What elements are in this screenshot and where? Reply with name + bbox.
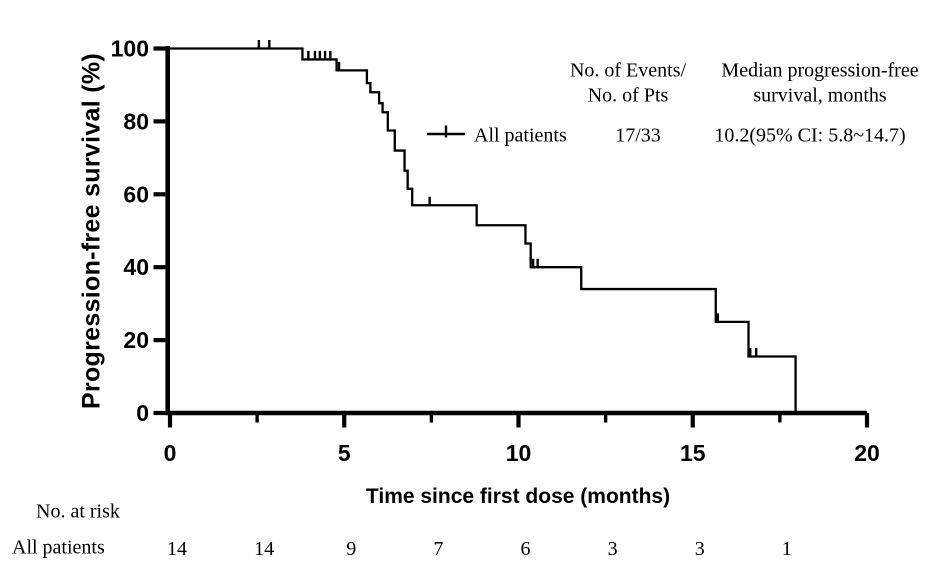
y-tick-label: 60 xyxy=(123,181,149,207)
legend-median-value: 10.2(95% CI: 5.8~14.7) xyxy=(714,124,906,147)
risk-count: 3 xyxy=(608,538,618,560)
y-tick-label: 100 xyxy=(111,36,149,62)
x-tick-label: 15 xyxy=(680,440,706,466)
events-header-line2: No. of Pts xyxy=(587,84,669,107)
median-header-line1: Median progression-free xyxy=(721,59,919,82)
risk-count: 7 xyxy=(433,538,443,560)
risk-table-title: No. at risk xyxy=(36,500,120,523)
risk-row-label: All patients xyxy=(12,536,105,559)
median-header-line2: survival, months xyxy=(753,84,887,107)
y-tick-label: 80 xyxy=(123,108,149,134)
y-tick-label: 40 xyxy=(123,254,149,280)
axes xyxy=(165,46,867,416)
risk-count: 9 xyxy=(346,538,356,560)
x-tick-label: 0 xyxy=(164,440,177,466)
risk-count: 6 xyxy=(521,538,531,560)
x-tick-label: 10 xyxy=(506,440,532,466)
y-tick-label: 20 xyxy=(123,327,149,353)
risk-count: 14 xyxy=(254,538,274,560)
legend-key-censor-symbol xyxy=(427,125,465,138)
y-tick-label: 0 xyxy=(136,400,149,426)
x-tick-label: 20 xyxy=(854,440,880,466)
censor-ticks xyxy=(257,40,758,358)
risk-count: 1 xyxy=(782,538,792,560)
x-tick-label: 5 xyxy=(338,440,351,466)
risk-count: 3 xyxy=(695,538,705,560)
events-header-line1: No. of Events/ xyxy=(569,59,687,82)
risk-count: 14 xyxy=(167,538,187,560)
x-axis-title: Time since first dose (months) xyxy=(365,485,671,508)
survival-curve xyxy=(170,47,797,413)
legend-events-value: 17/33 xyxy=(615,124,661,147)
y-axis-title: Progression-free survival (%) xyxy=(77,52,106,410)
legend-series-label: All patients xyxy=(474,124,567,147)
